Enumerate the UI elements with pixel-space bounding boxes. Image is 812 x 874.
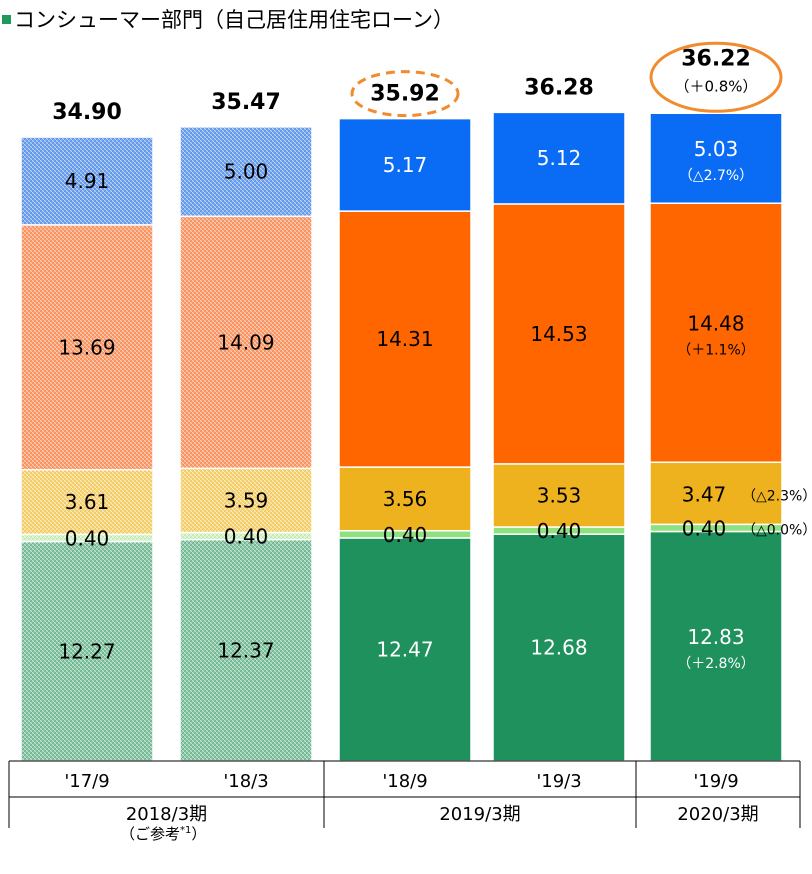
value-label-blue-0: 4.91: [65, 169, 110, 193]
bar-blue-0: [20, 136, 154, 226]
reference-note-sup: *1: [180, 825, 192, 836]
value-label-orange-2: 14.31: [376, 327, 433, 351]
value-label-blue-1: 5.00: [224, 160, 269, 184]
total-label-4: 36.22: [681, 46, 751, 71]
reference-note-close: ）: [191, 825, 207, 843]
bar-blue-1: [179, 126, 313, 218]
value-label-lightgreen-4: 0.40: [682, 516, 727, 540]
value-label-green-0: 12.27: [58, 639, 115, 663]
total-change-label-4: （＋0.8%）: [674, 77, 757, 95]
category-label-4: '19/9: [693, 771, 738, 792]
bar-green-3: [492, 533, 626, 762]
bar-blue-4: [649, 112, 783, 204]
bar-gold-2: [338, 466, 472, 532]
value-label-lightgreen-2: 0.40: [383, 523, 428, 547]
change-label-gold-4: （△2.3%）: [742, 488, 812, 504]
bar-gold-0: [20, 469, 154, 536]
change-label-green-4: （＋2.8%）: [677, 656, 755, 672]
total-label-1: 35.47: [211, 90, 281, 115]
category-label-3: '19/3: [536, 771, 581, 792]
value-label-green-1: 12.37: [217, 638, 274, 662]
value-label-gold-0: 3.61: [65, 490, 110, 514]
category-label-1: '18/3: [223, 771, 268, 792]
total-highlight-ellipse-4: [649, 41, 783, 113]
category-label-0: '17/9: [64, 771, 109, 792]
title-bullet-icon: [2, 15, 11, 24]
chart-title: コンシューマー部門（自己居住用住宅ローン）: [2, 4, 454, 34]
value-label-blue-2: 5.17: [383, 153, 428, 177]
bar-blue-3: [492, 111, 626, 205]
value-label-blue-4: 5.03: [694, 137, 739, 161]
total-label-3: 36.28: [524, 75, 594, 100]
change-label-orange-4: （＋1.1%）: [677, 343, 755, 359]
value-label-green-3: 12.68: [530, 636, 587, 660]
value-label-lightgreen-1: 0.40: [224, 525, 269, 549]
total-label-2: 35.92: [370, 82, 440, 107]
value-label-gold-2: 3.56: [383, 487, 428, 511]
bar-orange-1: [179, 215, 313, 470]
value-label-green-2: 12.47: [376, 637, 433, 661]
value-label-blue-3: 5.12: [537, 146, 582, 170]
group-label-1: 2019/3期: [439, 804, 520, 825]
total-highlight-ellipse-2: [350, 70, 460, 118]
category-label-2: '18/9: [382, 771, 427, 792]
value-label-orange-3: 14.53: [530, 322, 587, 346]
value-label-gold-3: 3.53: [537, 483, 582, 507]
value-label-orange-1: 14.09: [217, 330, 274, 354]
change-label-blue-4: （△2.7%）: [679, 168, 753, 184]
chart-title-text: コンシューマー部門（自己居住用住宅ローン）: [14, 8, 454, 32]
value-label-orange-4: 14.48: [687, 312, 744, 336]
total-label-0: 34.90: [52, 100, 122, 125]
bar-gold-1: [179, 467, 313, 534]
value-label-lightgreen-0: 0.40: [65, 526, 110, 550]
reference-note-text: （ご参考: [120, 825, 181, 843]
bar-orange-4: [649, 202, 783, 464]
bar-gold-4: [649, 461, 783, 526]
group-label-2: 2020/3期: [677, 804, 758, 825]
change-label-lightgreen-4: （△0.0%）: [742, 522, 812, 538]
bar-orange-2: [338, 210, 472, 468]
group-label-0: 2018/3期: [126, 804, 207, 825]
value-label-gold-1: 3.59: [224, 488, 269, 512]
reference-note: （ご参考*1）: [120, 823, 206, 844]
value-label-green-4: 12.83: [687, 625, 744, 649]
bar-green-0: [20, 540, 154, 762]
bar-green-2: [338, 537, 472, 762]
value-label-lightgreen-3: 0.40: [537, 519, 582, 543]
bar-blue-2: [338, 117, 472, 212]
value-label-gold-4: 3.47: [682, 482, 727, 506]
value-label-orange-0: 13.69: [58, 335, 115, 359]
